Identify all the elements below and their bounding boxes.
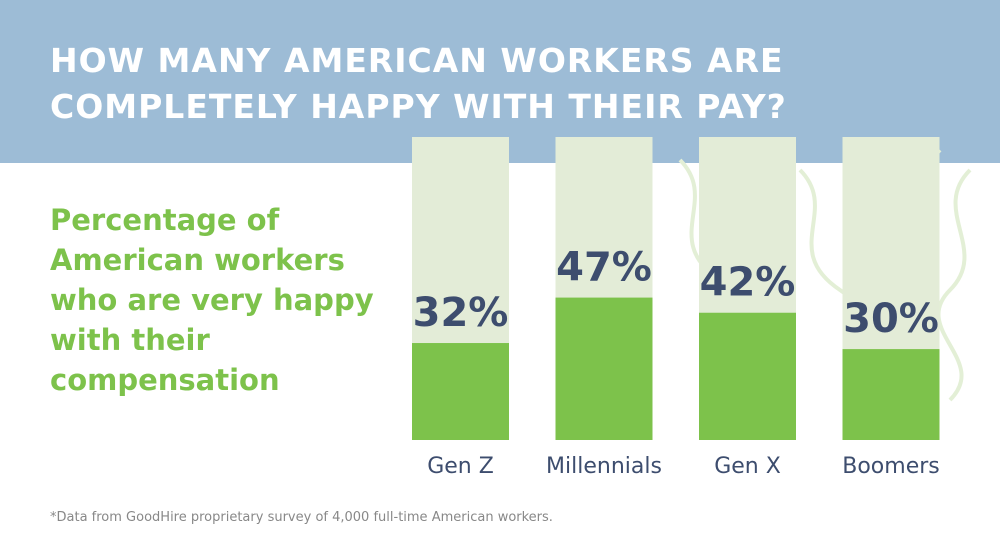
header-band <box>0 0 1000 163</box>
x-tick-label: Gen X <box>714 454 781 479</box>
bar <box>842 349 940 440</box>
value-label: 42% <box>700 260 796 306</box>
value-label: 47% <box>556 245 652 291</box>
chart-title: HOW MANY AMERICAN WORKERS ARE COMPLETELY… <box>50 41 787 126</box>
x-tick-label: Millennials <box>546 454 662 479</box>
footnote: *Data from GoodHire proprietary survey o… <box>50 510 553 525</box>
bar <box>412 343 509 440</box>
value-label: 32% <box>413 290 509 336</box>
x-tick-label: Gen Z <box>427 454 494 479</box>
x-tick-label: Boomers <box>842 454 940 479</box>
value-label: 30% <box>843 296 939 342</box>
bar <box>699 312 796 440</box>
chart-subtitle: Percentage of American workers who are v… <box>50 203 374 397</box>
bar <box>555 297 653 440</box>
